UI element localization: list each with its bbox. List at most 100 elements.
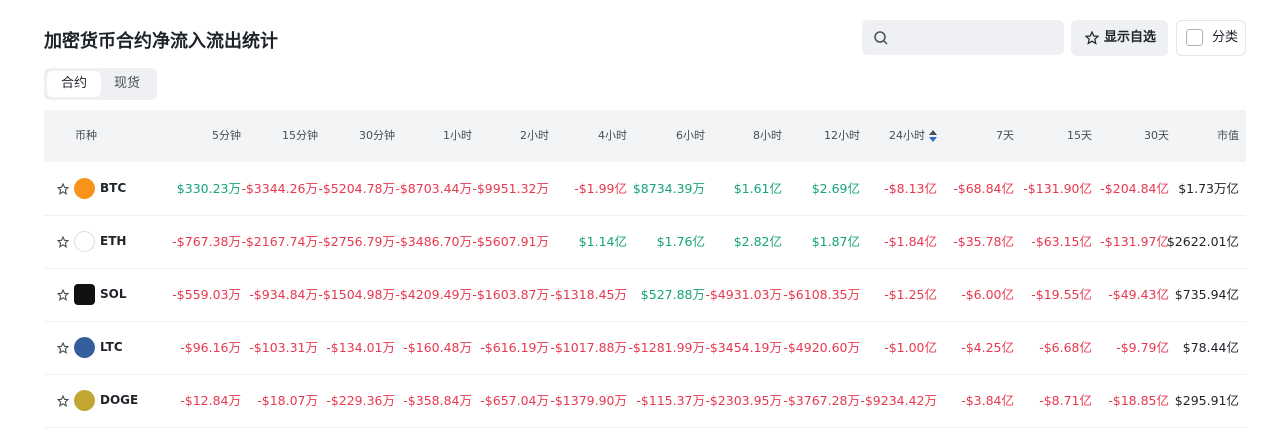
column-header: 4小时 [598,129,627,142]
table-cell: -$4920.60万 [783,340,860,355]
table-cell: -$96.16万 [180,340,241,355]
table-header: 币种 5分钟 15分钟 30分钟 1小时 2小时 4小时 6小时 8小时 12小时 24小时 7天 15… [44,110,1246,162]
table-cell: -$68.84亿 [953,181,1014,196]
coin-icon [74,231,95,252]
sort-icon[interactable] [929,130,937,142]
column-header: 6小时 [676,129,705,142]
table-cell: -$1.00亿 [884,340,937,355]
column-header: 2小时 [520,129,549,142]
table-cell: -$616.19万 [480,340,549,355]
table-cell: $1.76亿 [656,234,705,249]
column-header: 币种 [75,129,97,142]
table-cell: -$6.00亿 [961,287,1014,302]
favorite-star[interactable] [57,236,69,248]
table-cell: -$3767.28万 [783,393,860,408]
favorites-label: 显示自选 [1104,30,1157,45]
table-cell: -$358.84万 [403,393,472,408]
table-cell: -$103.31万 [249,340,318,355]
table-cell: -$2303.95万 [705,393,782,408]
favorite-star[interactable] [57,183,69,195]
column-header: 15分钟 [282,129,318,142]
table-cell: $1.14亿 [578,234,627,249]
table-cell: -$657.04万 [480,393,549,408]
table-cell: -$934.84万 [249,287,318,302]
table-cell: -$229.36万 [326,393,395,408]
table-cell: -$1318.45万 [550,287,627,302]
star-icon [1085,31,1099,45]
table-cell: -$8.71亿 [1039,393,1092,408]
table-cell: -$6108.35万 [783,287,860,302]
coin-symbol: ETH [100,234,127,248]
column-header: 8小时 [753,129,782,142]
table-cell: -$19.55亿 [1031,287,1092,302]
table-cell: $1.87亿 [811,234,860,249]
search-box[interactable] [862,20,1064,55]
search-icon [874,31,888,45]
checkbox[interactable] [1186,29,1203,46]
column-header[interactable]: 24小时 [889,110,937,162]
column-header: 7天 [996,129,1014,142]
coin-symbol: DOGE [100,393,139,407]
column-header: 30天 [1144,129,1169,142]
table-cell: -$1017.88万 [550,340,627,355]
table-cell: -$12.84万 [180,393,241,408]
table-cell: -$2167.74万 [241,234,318,249]
tab[interactable]: 合约 [47,71,101,97]
table-cell: -$9951.32万 [472,181,549,196]
table-cell: -$1504.98万 [318,287,395,302]
table-cell: $2.82亿 [733,234,782,249]
favorite-star[interactable] [57,289,69,301]
table-cell: -$3454.19万 [705,340,782,355]
table-cell: -$1603.87万 [472,287,549,302]
coin-symbol: LTC [100,340,123,354]
table-row: SOL -$559.03万 -$934.84万 -$1504.98万 -$4209.49… [44,268,1246,322]
table-row: LTC -$96.16万 -$103.31万 -$134.01万 -$160.48万 -$… [44,321,1246,375]
column-header: 15天 [1067,129,1092,142]
table-cell: $735.94亿 [1174,287,1239,302]
table-cell: -$204.84亿 [1100,181,1169,196]
table-cell: -$1.25亿 [884,287,937,302]
table-cell: -$8703.44万 [395,181,472,196]
coin-icon [74,284,95,305]
table-cell: -$5607.91万 [472,234,549,249]
column-header: 市值 [1217,129,1239,142]
table-cell: -$1.99亿 [574,181,627,196]
category-toggle[interactable]: 分类 [1176,20,1246,56]
table-cell: -$4931.03万 [705,287,782,302]
table-cell: -$767.38万 [172,234,241,249]
table-cell: -$4.25亿 [961,340,1014,355]
table-cell: -$559.03万 [172,287,241,302]
table-cell: -$9.79亿 [1116,340,1169,355]
tab[interactable]: 现货 [113,76,140,91]
table-cell: -$6.68亿 [1039,340,1092,355]
favorites-button[interactable]: 显示自选 [1071,20,1168,56]
favorite-star[interactable] [57,342,69,354]
coin-icon [74,337,95,358]
page-title: 加密货币合约净流入流出统计 [44,31,278,52]
coin-icon [74,178,95,199]
table-cell: $527.88万 [640,287,705,302]
column-header: 30分钟 [359,129,395,142]
coin-symbol: SOL [100,287,127,301]
tab-bar: 合约 现货 [44,68,157,100]
table-cell: -$1379.90万 [550,393,627,408]
table-cell: -$131.97亿 [1100,234,1169,249]
table-cell: -$134.01万 [326,340,395,355]
table-cell: -$3.84亿 [961,393,1014,408]
table-row: BTC $330.23万 -$3344.26万 -$5204.78万 -$8703.44… [44,162,1246,216]
table-cell: -$5204.78万 [318,181,395,196]
table-cell: $2622.01亿 [1166,234,1239,249]
table-cell: -$3486.70万 [395,234,472,249]
table-cell: -$2756.79万 [318,234,395,249]
table-row: ETH -$767.38万 -$2167.74万 -$2756.79万 -$3486.7… [44,215,1246,269]
table-cell: $1.73万亿 [1178,181,1239,196]
column-header: 5分钟 [212,129,241,142]
table-cell: -$18.85亿 [1108,393,1169,408]
table-cell: -$35.78亿 [953,234,1014,249]
column-header: 12小时 [824,129,860,142]
table-cell: $8734.39万 [632,181,705,196]
table-cell: -$3344.26万 [241,181,318,196]
coin-icon [74,390,95,411]
table-cell: $330.23万 [176,181,241,196]
favorite-star[interactable] [57,395,69,407]
